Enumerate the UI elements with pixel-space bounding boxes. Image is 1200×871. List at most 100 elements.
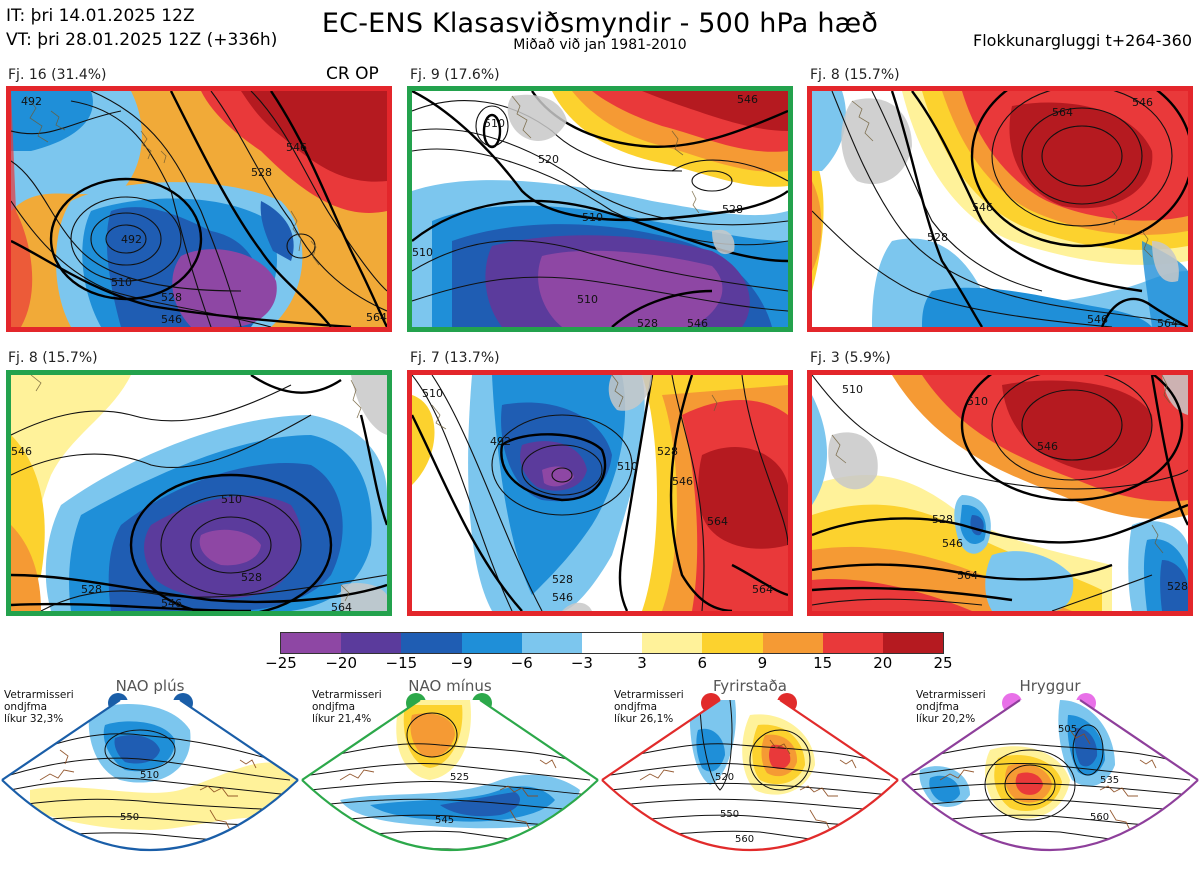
regime-text: Vetrarmisseri ondjfma líkur 20,2%: [916, 689, 986, 725]
colorbar-swatch: [762, 633, 823, 653]
contour-label: 546: [1132, 96, 1153, 109]
colorbar-tick-label: −20: [325, 654, 357, 672]
contour-label: 564: [331, 601, 352, 611]
contour-label: 492: [121, 233, 142, 246]
colorbar-tick-label: −15: [385, 654, 418, 672]
contour-label: 546: [942, 537, 963, 550]
page-title: EC-ENS Klasasviðsmyndir - 500 hPa hæð: [321, 8, 879, 39]
colorbar-swatch: [882, 633, 944, 653]
contour-label: 564: [366, 311, 387, 324]
regime-map: 510 550: [1, 699, 299, 852]
regime-map: 520 550 560: [601, 699, 899, 852]
colorbar-tick-label: −25: [265, 654, 297, 672]
contour-label: 546: [687, 317, 708, 327]
page-subtitle: Miðað við jan 1981-2010: [513, 37, 687, 53]
colorbar-swatch: [341, 633, 402, 653]
regime-map: 525 545 565: [301, 699, 599, 861]
cluster-map-3: 564 546 528 546 546 564: [807, 86, 1193, 332]
colorbar-tick-label: −6: [510, 654, 533, 672]
contour-label: 525: [450, 772, 469, 783]
regime-text-line: líkur 32,3%: [4, 713, 64, 725]
cluster-map-2-graphic: 510 520 510 528 546 510 510 528 546: [412, 91, 788, 327]
contour-label: 546: [161, 597, 182, 610]
contour-label: 520: [538, 153, 559, 166]
cluster-1-note: CR OP: [326, 64, 379, 84]
contour-label: 564: [707, 515, 728, 528]
cluster-6-label: Fj. 3 (5.9%): [810, 350, 891, 366]
cluster-map-6: 510 510 546 528 546 564 528: [807, 370, 1193, 616]
regime-title: NAO plús: [115, 677, 185, 695]
contour-label: 546: [552, 591, 573, 604]
regime-text-line: ondjfma: [614, 701, 658, 713]
colorbar-swatch: [581, 633, 643, 653]
colorbar-swatch: [521, 633, 582, 653]
regime-text-line: ondjfma: [312, 701, 356, 713]
contour-label: 528: [932, 513, 953, 526]
contour-label: 510: [111, 276, 132, 289]
colorbar-swatch: [702, 633, 763, 653]
contour-label: 546: [1037, 440, 1058, 453]
contour-label: 492: [490, 435, 511, 448]
colorbar-swatch: [822, 633, 883, 653]
colorbar-tick-label: 15: [813, 654, 833, 672]
cluster-3-label: Fj. 8 (15.7%): [810, 67, 900, 83]
contour-label: 510: [577, 293, 598, 306]
contour-label: 528: [241, 571, 262, 584]
colorbar-tick-label: 6: [697, 654, 708, 672]
contour-label: 510: [967, 395, 988, 408]
cluster-2-label: Fj. 9 (17.6%): [410, 67, 500, 83]
cluster-window: Flokkunargluggi t+264-360: [973, 31, 1192, 50]
colorbar-tick-label: 25: [933, 654, 953, 672]
contour-label: 505: [1058, 724, 1077, 735]
colorbar: [280, 632, 944, 654]
contour-label: 564: [1157, 317, 1178, 327]
cluster-map-2: 510 520 510 528 546 510 510 528 546: [407, 86, 793, 332]
colorbar-swatch: [281, 633, 342, 653]
contour-label: 550: [120, 812, 139, 823]
regime-text-line: Vetrarmisseri: [916, 689, 986, 701]
contour-label: 564: [1052, 106, 1073, 119]
contour-label: 545: [435, 815, 454, 826]
contour-label: 520: [715, 772, 734, 783]
regime-text-line: ondjfma: [4, 701, 48, 713]
cluster-map-6-graphic: 510 510 546 528 546 564 528: [812, 375, 1188, 611]
contour-label: 546: [672, 475, 693, 488]
regime-text-line: líkur 26,1%: [614, 713, 674, 725]
regime-text-line: Vetrarmisseri: [614, 689, 684, 701]
colorbar-swatch: [461, 633, 522, 653]
regime-title: NAO mínus: [408, 677, 492, 695]
regime-blocking: Fyrirstaða Vetrarmisseri ondjfma líkur 2…: [600, 677, 900, 871]
regime-ridge: Hryggur Vetrarmisseri ondjfma líkur 20,2…: [900, 677, 1200, 871]
contour-label: 528: [552, 573, 573, 586]
contour-label: 528: [161, 291, 182, 304]
contour-label: 546: [972, 201, 993, 214]
cluster-1-label: Fj. 16 (31.4%): [8, 67, 107, 83]
colorbar-tick-label: −3: [570, 654, 593, 672]
colorbar-tick-label: 3: [637, 654, 647, 672]
valid-time: VT: þri 28.01.2025 12Z (+336h): [6, 30, 278, 50]
regime-text: Vetrarmisseri ondjfma líkur 26,1%: [614, 689, 684, 725]
contour-label: 565: [445, 850, 464, 861]
regime-text-line: líkur 21,4%: [312, 713, 372, 725]
cluster-map-1-graphic: 492 492 528 546 510 528 546 564: [11, 91, 387, 327]
contour-label: 510: [582, 211, 603, 224]
regime-map: 505 535 560: [901, 699, 1199, 852]
cluster-map-3-graphic: 564 546 528 546 546 564: [812, 91, 1188, 327]
colorbar-swatch: [401, 633, 462, 653]
contour-label: 510: [484, 117, 505, 130]
colorbar-tick-label: 9: [757, 654, 768, 672]
colorbar-tick-label: −9: [450, 654, 473, 672]
cluster-map-5-graphic: 510 492 510 528 546 564 528 546 564: [412, 375, 788, 611]
regime-nao-plus: NAO plús Vetrarmisseri ondjfma líkur 32,…: [0, 677, 300, 871]
contour-label: 528: [251, 166, 272, 179]
contour-label: 528: [927, 231, 948, 244]
contour-label: 528: [81, 583, 102, 596]
contour-label: 546: [1087, 313, 1108, 326]
contour-label: 564: [752, 583, 773, 596]
cluster-map-4: 510 528 546 528 564 546: [6, 370, 392, 616]
cluster-4-label: Fj. 8 (15.7%): [8, 350, 98, 366]
colorbar-tick-label: 20: [873, 654, 893, 672]
contour-label: 510: [140, 770, 159, 781]
contour-label: 528: [1167, 580, 1188, 593]
contour-label: 546: [11, 445, 32, 458]
